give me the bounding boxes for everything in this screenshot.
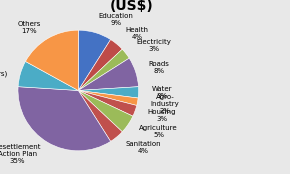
Text: Roads
8%: Roads 8% [148, 61, 169, 74]
Text: Electricity
3%: Electricity 3% [137, 39, 171, 52]
Text: Housing
3%: Housing 3% [148, 109, 176, 122]
Wedge shape [26, 30, 78, 90]
Text: Others
17%: Others 17% [17, 21, 41, 34]
Text: Agro-
Industry
2%: Agro- Industry 2% [151, 94, 179, 114]
Wedge shape [18, 61, 78, 90]
Text: (US$): (US$) [110, 0, 154, 13]
Wedge shape [78, 30, 110, 90]
Text: Agriculture
5%: Agriculture 5% [139, 125, 178, 138]
Wedge shape [78, 90, 137, 116]
Wedge shape [78, 90, 138, 105]
Text: Sanitation
4%: Sanitation 4% [125, 141, 161, 154]
Wedge shape [78, 90, 122, 141]
Wedge shape [78, 90, 133, 132]
Wedge shape [78, 58, 139, 90]
Wedge shape [78, 87, 139, 98]
Text: Resettlement
Action Plan
35%: Resettlement Action Plan 35% [0, 144, 41, 164]
Wedge shape [78, 49, 129, 90]
Text: Education
9%: Education 9% [99, 13, 134, 26]
Wedge shape [78, 39, 122, 90]
Wedge shape [18, 87, 110, 151]
Text: Health
4%: Health 4% [125, 27, 148, 40]
Text: Alternative
Livelihood
Projects(others)
7%: Alternative Livelihood Projects(others) … [0, 56, 8, 84]
Text: Water
3%: Water 3% [152, 86, 172, 99]
